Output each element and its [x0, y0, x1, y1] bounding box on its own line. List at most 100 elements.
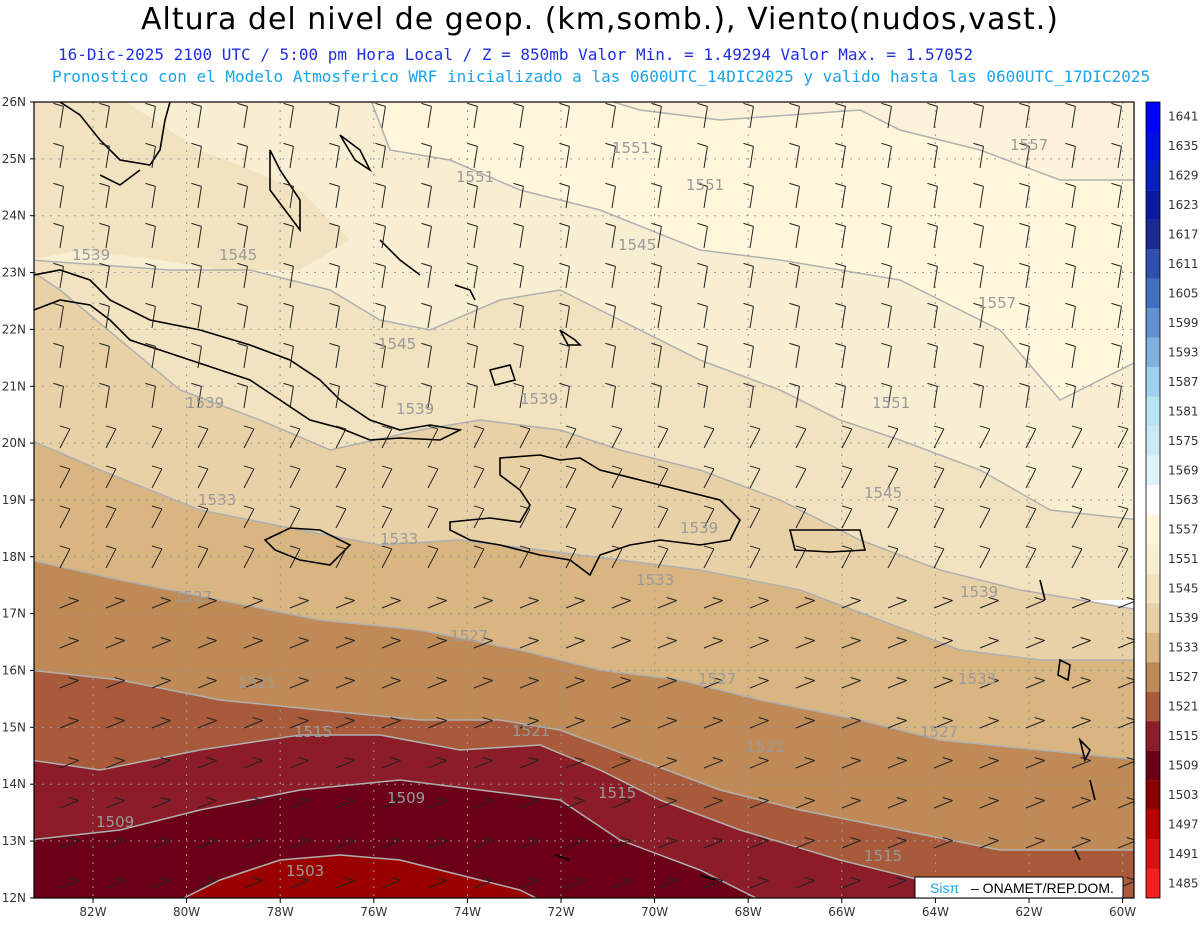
contour-label: 1521: [746, 738, 784, 756]
wind-barb: [289, 465, 301, 489]
lon-label: 80W: [173, 905, 200, 919]
wind-barb: [59, 836, 79, 849]
wind-barb: [881, 342, 892, 369]
wind-barb: [565, 425, 577, 449]
colorbar-label: 1623: [1168, 198, 1199, 212]
wind-barb: [335, 545, 347, 569]
wind-barb: [59, 796, 79, 809]
wind-barb: [519, 796, 539, 809]
colorbar-swatch: [1146, 544, 1160, 574]
wind-barb: [151, 676, 171, 689]
contour-label: 1515: [864, 847, 902, 865]
wind-barb: [467, 382, 478, 409]
wind-barb: [191, 262, 202, 289]
colorbar-label: 1521: [1168, 699, 1199, 713]
contour-label: 1527: [450, 627, 488, 645]
wind-barb: [657, 876, 677, 889]
wind-barb: [145, 342, 156, 369]
longitude-axis: 82W 80W 78W 76W 74W 72W 70W 68W 66W 64W 62W 60W: [79, 898, 1136, 919]
colorbar-label: 1587: [1168, 375, 1199, 389]
wind-barb: [243, 716, 263, 729]
contour-label: 1539: [396, 400, 434, 418]
wind-barb: [1111, 222, 1122, 249]
latitude-axis: 26N 25N 24N 23N 22N 21N 20N 19N 18N 17N 16N 15N 14N 1…: [2, 95, 34, 905]
wind-barb: [927, 262, 938, 289]
wind-barb: [381, 425, 393, 449]
wind-barb: [427, 465, 439, 489]
wind-barb: [381, 716, 401, 729]
wind-barb: [605, 302, 616, 329]
wind-barb: [197, 876, 217, 889]
wind-barb: [1065, 102, 1076, 129]
contour-label: 1503: [286, 862, 324, 880]
wind-barb: [145, 262, 156, 289]
wind-barb: [99, 222, 110, 249]
wind-barb: [283, 342, 294, 369]
wind-barb: [289, 636, 309, 649]
wind-barb: [1019, 182, 1030, 209]
wind-barb: [881, 102, 892, 129]
wind-barb: [375, 222, 386, 249]
wind-barb: [53, 102, 64, 129]
wind-barb: [887, 596, 907, 609]
wind-barb: [473, 505, 485, 529]
lon-label: 74W: [454, 905, 481, 919]
wind-barb: [933, 596, 953, 609]
wind-barb: [841, 596, 861, 609]
wind-barb: [979, 796, 999, 809]
lat-label: 23N: [2, 266, 26, 280]
wind-barb: [651, 182, 662, 209]
wind-barb: [375, 102, 386, 129]
wind-barb: [1019, 382, 1030, 409]
wind-barb: [105, 636, 125, 649]
wind-barb: [335, 756, 355, 769]
lat-label: 19N: [2, 493, 26, 507]
wind-barb: [749, 676, 769, 689]
wind-barb: [795, 836, 815, 849]
wind-barb: [513, 382, 524, 409]
wind-barb: [841, 876, 861, 889]
wind-barb: [789, 142, 800, 169]
wind-barb: [427, 796, 447, 809]
wind-barb: [611, 876, 631, 889]
wind-barb: [519, 545, 531, 569]
wind-barb: [197, 596, 217, 609]
wind-barb: [651, 222, 662, 249]
wind-barb: [703, 545, 715, 569]
wind-barb: [421, 142, 432, 169]
wind-barb: [1071, 836, 1091, 849]
wind-barb: [979, 836, 999, 849]
colorbar-label: 1491: [1168, 847, 1199, 861]
wind-barb: [105, 505, 117, 529]
wind-barb: [197, 425, 209, 449]
colorbar-label: 1569: [1168, 464, 1199, 478]
wind-barb: [151, 716, 171, 729]
model-info-line: Pronostico con el Modelo Atmosferico WRF…: [52, 67, 1151, 86]
wind-barb: [289, 836, 309, 849]
wind-barb: [749, 796, 769, 809]
colorbar-swatch: [1146, 249, 1160, 279]
wind-barb: [1025, 465, 1037, 489]
wind-barb: [421, 222, 432, 249]
wind-barb: [973, 142, 984, 169]
wind-barb: [973, 302, 984, 329]
wind-barb: [927, 342, 938, 369]
lon-label: 82W: [79, 905, 106, 919]
colorbar-swatch: [1146, 426, 1160, 456]
wind-barb: [105, 425, 117, 449]
lat-label: 20N: [2, 436, 26, 450]
wind-barb: [519, 425, 531, 449]
wind-barb: [421, 262, 432, 289]
lon-label: 78W: [267, 905, 294, 919]
colorbar-swatch: [1146, 780, 1160, 810]
wind-barb: [519, 836, 539, 849]
wind-barb: [703, 596, 723, 609]
wind-barb: [243, 796, 263, 809]
wind-barb: [375, 342, 386, 369]
colorbar-label: 1611: [1168, 257, 1199, 271]
wind-barb: [657, 676, 677, 689]
wind-barb: [611, 636, 631, 649]
wind-barb: [789, 302, 800, 329]
wind-barb: [841, 545, 853, 569]
